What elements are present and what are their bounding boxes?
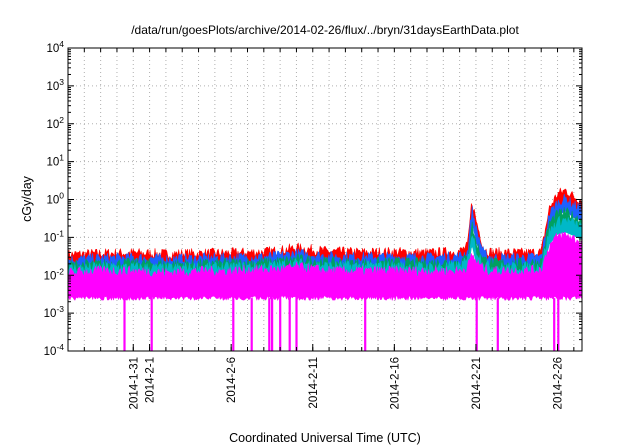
dropout-spike	[123, 298, 126, 351]
y-tick-exponent: -3	[56, 304, 64, 314]
y-tick-exponent: -2	[56, 266, 64, 276]
x-tick-label: 2014-2-16	[389, 357, 401, 409]
dropout-spike	[268, 298, 271, 351]
x-tick-label: 2014-2-6	[226, 357, 238, 403]
x-tick-label: 2014-1-31	[128, 357, 140, 409]
dropout-spike	[279, 298, 282, 351]
y-tick-label: 10-2	[44, 266, 65, 282]
y-tick-label: 10-3	[44, 304, 65, 320]
dropout-spike	[150, 298, 153, 351]
y-tick-exponent: 0	[59, 191, 64, 201]
y-tick-label: 100	[46, 191, 64, 207]
x-axis-label: Coordinated Universal Time (UTC)	[229, 431, 421, 445]
dropout-spike	[295, 298, 298, 351]
grid	[67, 47, 582, 352]
y-tick-exponent: -1	[56, 228, 64, 238]
dropout-spike	[557, 298, 560, 351]
dropout-spike	[271, 298, 274, 351]
x-tick-label: 2014-2-21	[471, 357, 483, 409]
dropout-spike	[232, 298, 235, 351]
y-axis-label: cGy/day	[20, 175, 34, 222]
x-axis: 2014-1-31 2014-2-1 2014-2-6 2014-2-11 2014-2…	[67, 48, 575, 409]
series-layer	[67, 187, 583, 351]
y-tick-base: 10	[46, 81, 59, 93]
dropout-spike	[475, 298, 478, 351]
dropout-spike	[553, 298, 556, 351]
y-tick-base: 10	[44, 270, 57, 282]
dropout-spike	[496, 298, 499, 351]
y-tick-label: 10-1	[44, 228, 65, 244]
y-tick-base: 10	[44, 308, 57, 320]
y-tick-label: 102	[46, 115, 64, 131]
y-tick-label: 101	[46, 153, 64, 169]
y-tick-exponent: -4	[56, 342, 64, 352]
y-tick-exponent: 4	[59, 39, 64, 49]
chart-title: /data/run/goesPlots/archive/2014-02-26/f…	[131, 23, 519, 37]
y-tick-exponent: 2	[59, 115, 64, 125]
y-tick-base: 10	[44, 232, 57, 244]
y-tick-label: 10-4	[44, 342, 65, 358]
dropout-spike	[250, 298, 253, 351]
dropout-spike	[288, 298, 291, 351]
y-tick-base: 10	[46, 195, 59, 207]
y-tick-base: 10	[46, 119, 59, 131]
y-tick-base: 10	[46, 43, 59, 55]
y-tick-exponent: 1	[59, 153, 64, 163]
y-tick-label: 104	[46, 39, 64, 55]
y-tick-base: 10	[44, 346, 57, 358]
y-tick-exponent: 3	[59, 77, 64, 87]
x-tick-label: 2014-2-11	[308, 357, 320, 409]
x-tick-label: 2014-2-26	[553, 357, 565, 409]
dropout-spike	[364, 298, 367, 351]
y-tick-base: 10	[46, 157, 59, 169]
y-tick-label: 103	[46, 77, 64, 93]
x-tick-label: 2014-2-1	[145, 357, 157, 403]
